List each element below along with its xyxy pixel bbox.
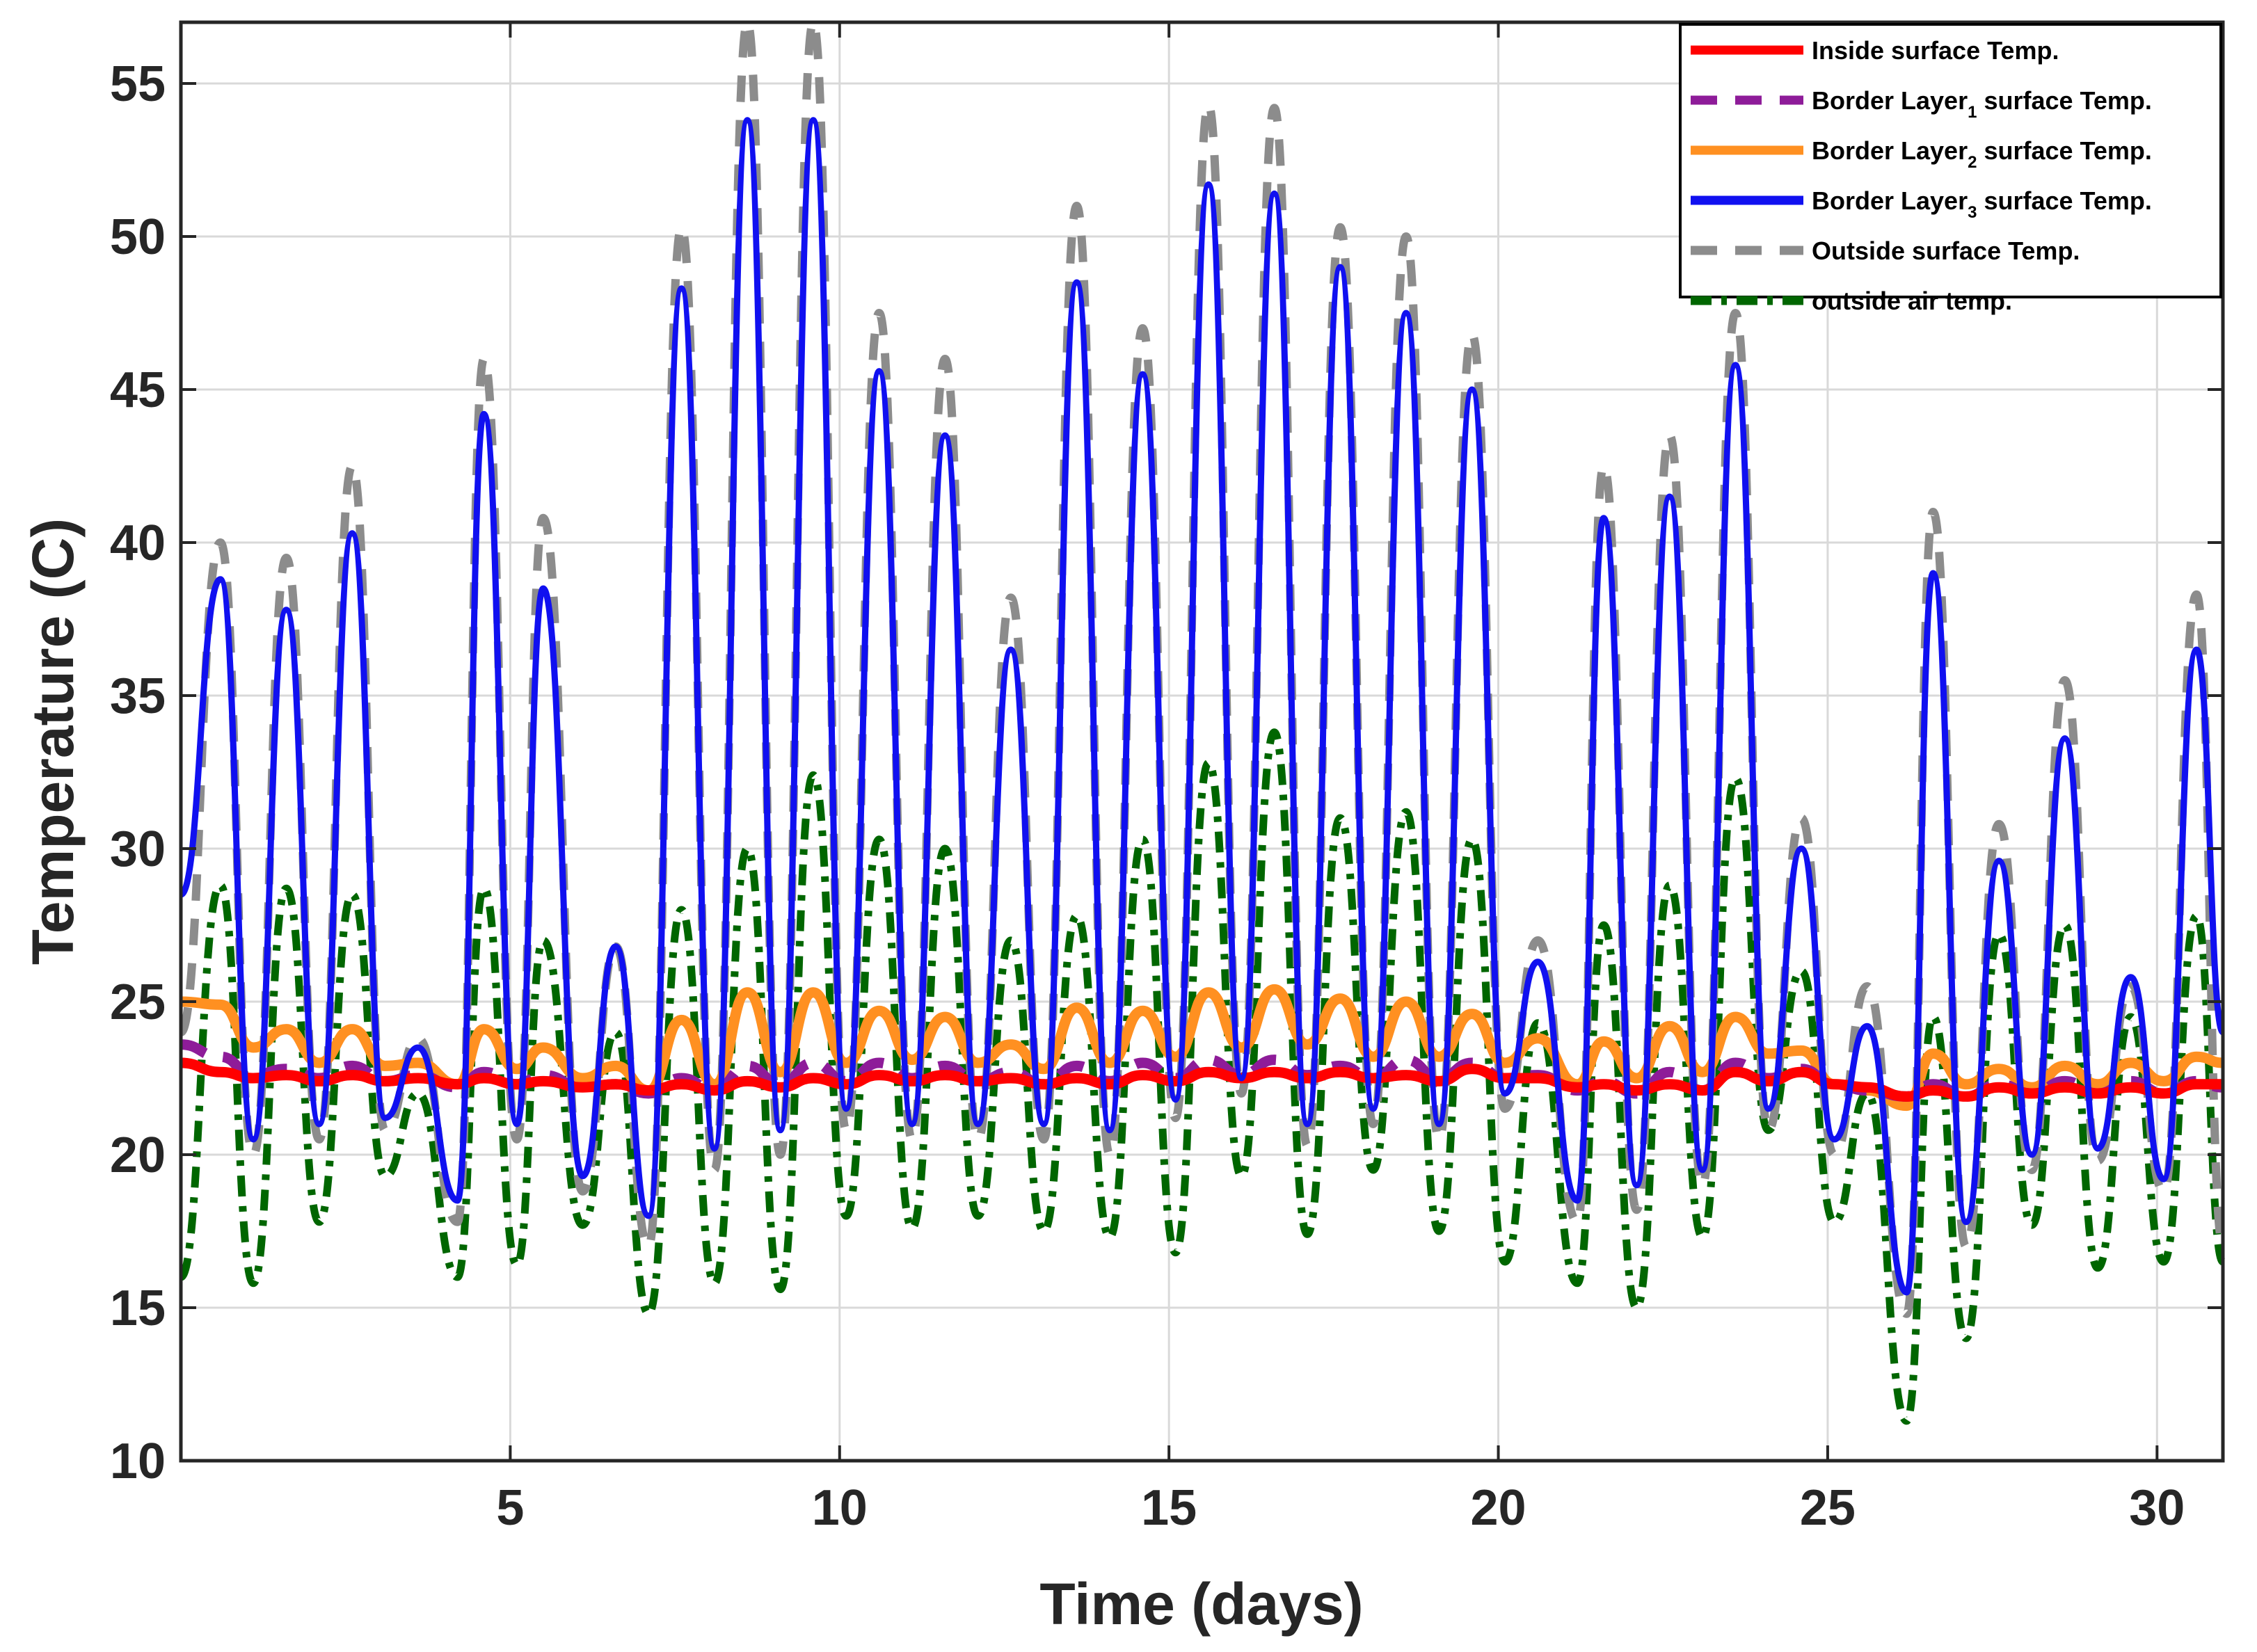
legend-subscript: 2 — [1968, 153, 1977, 172]
legend: Inside surface Temp.Border Layer1 surfac… — [1679, 23, 2222, 315]
y-axis-ticks: 10 15 20 25 30 35 40 45 50 55 — [110, 56, 2223, 1489]
y-axis-label: Temperature (C) — [20, 518, 86, 965]
x-axis-label: Time (days) — [1039, 1571, 1363, 1637]
y-tick-label: 50 — [110, 209, 166, 265]
legend-label-1: Inside surface Temp. — [1812, 36, 2059, 65]
series-line-4 — [179, 117, 2226, 1296]
y-tick-label: 25 — [110, 975, 166, 1030]
legend-subscript: 1 — [1968, 103, 1977, 122]
y-tick-label: 15 — [110, 1281, 166, 1336]
legend-box — [1679, 23, 2222, 298]
legend-subscript: 3 — [1968, 203, 1977, 222]
x-tick-label: 30 — [2129, 1480, 2185, 1536]
y-tick-label: 10 — [110, 1434, 166, 1489]
y-tick-label: 35 — [110, 668, 166, 724]
y-tick-label: 40 — [110, 515, 166, 571]
series-line-5 — [177, 18, 2227, 1318]
y-tick-label: 55 — [110, 56, 166, 112]
series-line-6 — [177, 728, 2227, 1425]
series-layer — [177, 18, 2227, 1425]
x-tick-label: 10 — [812, 1480, 868, 1536]
x-tick-label: 5 — [496, 1480, 524, 1536]
x-tick-label: 20 — [1471, 1480, 1526, 1536]
legend-label-tail: surface Temp. — [1977, 186, 2151, 215]
plot-frame — [179, 20, 2225, 1463]
y-tick-label: 45 — [110, 362, 166, 418]
y-tick-label: 20 — [110, 1128, 166, 1183]
x-tick-label: 25 — [1800, 1480, 1856, 1536]
legend-label-tail: surface Temp. — [1977, 136, 2151, 165]
x-tick-label: 15 — [1141, 1480, 1197, 1536]
x-axis-ticks: 5 10 15 20 25 30 — [496, 22, 2185, 1536]
legend-label-5: Outside surface Temp. — [1812, 236, 2080, 265]
y-tick-label: 30 — [110, 821, 166, 877]
legend-label-6: outside air temp. — [1812, 287, 2012, 315]
legend-label-tail: surface Temp. — [1977, 86, 2151, 115]
